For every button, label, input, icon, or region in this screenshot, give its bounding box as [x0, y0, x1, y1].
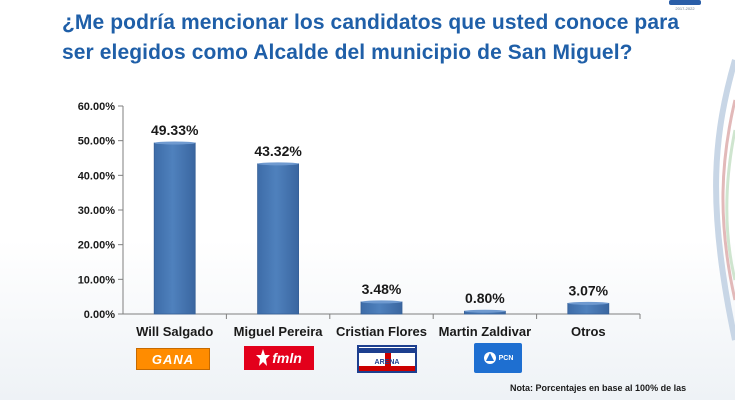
- y-tick-label: 10.00%: [78, 274, 116, 286]
- y-tick-label: 20.00%: [78, 240, 116, 252]
- data-label: 49.33%: [151, 122, 199, 138]
- bar-top: [361, 300, 402, 304]
- y-tick-label: 50.00%: [78, 136, 116, 148]
- bar-top: [567, 301, 609, 305]
- footnote: Nota: Porcentajes en base al 100% de las: [510, 383, 687, 393]
- corner-logo-text: 2017-2022: [675, 6, 695, 11]
- gana-logo-label: GANA: [151, 351, 195, 367]
- arena-logo-label: ARENA: [374, 358, 400, 366]
- category-label: Will Salgado: [136, 324, 213, 339]
- title-line-1: ¿Me podría mencionar los candidatos que …: [62, 11, 680, 34]
- data-label: 3.48%: [362, 281, 402, 297]
- chart-title: ¿Me podría mencionar los candidatos que …: [62, 8, 702, 68]
- title-line-2: ser elegidos como Alcalde del municipio …: [62, 41, 633, 64]
- y-tick-label: 0.00%: [84, 309, 115, 321]
- bar: [153, 142, 196, 315]
- pcn-emblem-icon: [483, 352, 496, 364]
- y-tick-label: 60.00%: [78, 101, 116, 113]
- data-label: 0.80%: [465, 290, 505, 306]
- y-tick-label: 40.00%: [78, 170, 116, 182]
- data-label: 3.07%: [568, 282, 608, 298]
- category-label: Miguel Pereira: [234, 324, 324, 339]
- pcn-party-logo: PCN: [474, 343, 522, 373]
- fmln-party-logo: fmln: [244, 346, 314, 370]
- bar-top: [257, 162, 299, 166]
- category-label: Otros: [571, 324, 606, 339]
- bar-top: [154, 141, 196, 145]
- fmln-logo-label: fmln: [272, 350, 302, 366]
- data-label: 43.32%: [254, 143, 302, 159]
- category-label: Cristian Flores: [336, 324, 427, 339]
- star-icon: [256, 349, 271, 366]
- category-label: Martin Zaldivar: [439, 324, 531, 339]
- arena-flag-stripe: [359, 347, 415, 353]
- decorative-swoosh: [713, 59, 735, 341]
- arena-cross-icon: [359, 352, 415, 369]
- bar: [257, 163, 300, 315]
- y-tick-label: 30.00%: [78, 205, 116, 217]
- gana-party-logo: GANA: [136, 348, 210, 370]
- bar-top: [464, 309, 506, 313]
- bar: [360, 301, 403, 315]
- arena-party-logo: ARENA: [357, 345, 417, 373]
- bar: [567, 302, 610, 315]
- pcn-logo-label: PCN: [498, 354, 514, 362]
- corner-logo: 2017-2022: [665, 0, 705, 12]
